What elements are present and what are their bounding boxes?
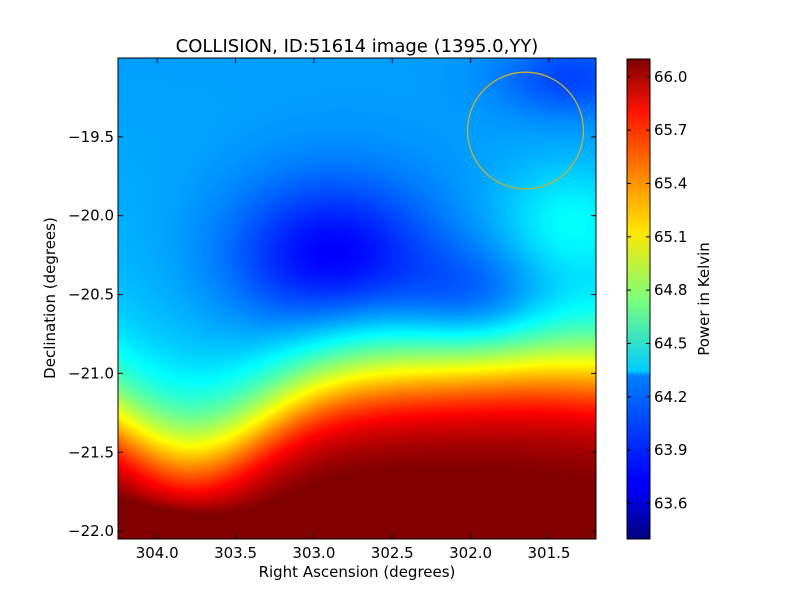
y-tick-label: −20.0 [68,207,114,225]
colorbar [626,58,651,540]
x-tick-label: 303.0 [292,544,335,562]
y-axis-label: Declination (degrees) [41,217,59,379]
colorbar-tick-label: 65.7 [654,121,687,139]
colorbar-tick-label: 66.0 [654,68,687,86]
x-tick-label: 302.5 [371,544,414,562]
colorbar-axis: 66.0 65.7 65.4 65.1 64.8 64.5 64.2 63.9 63.6 [627,68,687,512]
colorbar-tick-label: 65.1 [654,228,687,246]
chart-title: COLLISION, ID:51614 image (1395.0,YY) [176,36,539,57]
colorbar-tick-label: 64.5 [654,334,687,352]
y-tick-label: −21.5 [68,443,114,461]
colorbar-tick-label: 63.9 [654,441,687,459]
x-tick-label: 301.5 [528,544,571,562]
y-tick-label: −22.0 [68,522,114,540]
beam-circle [466,71,585,190]
y-tick-label: −20.5 [68,286,114,304]
x-tick-label: 302.0 [449,544,492,562]
y-axis: −19.5 −20.0 −20.5 −21.0 −21.5 −22.0 [68,128,596,540]
colorbar-label: Power in Kelvin [695,242,713,356]
x-axis-label: Right Ascension (degrees) [259,563,456,581]
x-tick-label: 304.0 [136,544,179,562]
x-axis: 304.0 303.5 303.0 302.5 302.0 301.5 [136,58,571,562]
colorbar-tick-label: 63.6 [654,494,687,512]
colorbar-tick-label: 64.8 [654,281,687,299]
colorbar-tick-label: 64.2 [654,388,687,406]
heatmap-canvas [118,58,596,539]
heatmap-image [118,58,596,539]
x-tick-label: 303.5 [214,544,257,562]
plot-frame [117,57,597,540]
y-tick-label: −19.5 [68,128,114,146]
y-tick-label: −21.0 [68,364,114,382]
colorbar-tick-label: 65.4 [654,174,687,192]
